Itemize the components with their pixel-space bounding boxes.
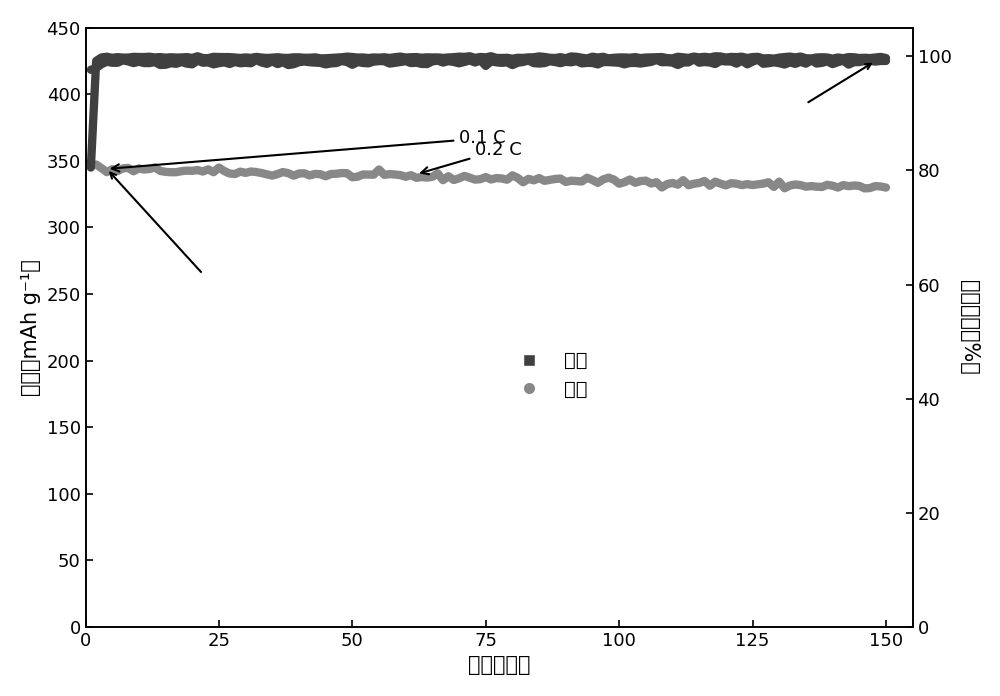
Y-axis label: 容量（mAh g⁻¹）: 容量（mAh g⁻¹）: [21, 259, 41, 396]
Legend: 充电, 放电: 充电, 放电: [502, 344, 595, 407]
Y-axis label: 库伦效率（%）: 库伦效率（%）: [959, 280, 979, 374]
X-axis label: 循环（圈）: 循环（圈）: [468, 655, 530, 675]
Text: 0.2 C: 0.2 C: [421, 141, 522, 174]
Text: 0.1 C: 0.1 C: [112, 129, 506, 171]
